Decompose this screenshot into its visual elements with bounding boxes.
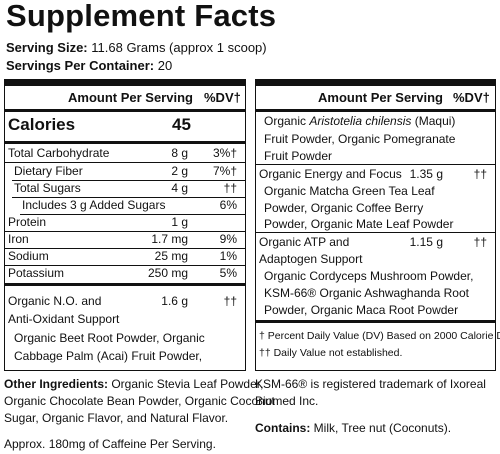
- left-bottom-border: [4, 370, 246, 371]
- nutrient-dv: 6%: [219, 198, 237, 212]
- contains-line: Contains: Milk, Tree nut (Coconuts).: [255, 421, 451, 435]
- servings-label: Servings Per Container:: [6, 58, 155, 73]
- no-blend-ingredients-2: Cabbage Palm (Acai) Fruit Powder,: [14, 349, 203, 363]
- nutrient-name: Dietary Fiber: [14, 164, 83, 178]
- footnote-dv: † Percent Daily Value (DV) Based on 2000…: [259, 330, 500, 342]
- no-blend-name-1: Organic N.O. and: [8, 294, 102, 308]
- nutrient-amount: 250 mg: [147, 266, 188, 280]
- maqui-line-3: Fruit Powder: [264, 149, 333, 163]
- nutrient-name: Iron: [8, 232, 29, 246]
- servings-per-container-line: Servings Per Container: 20: [6, 58, 172, 73]
- nutrient-amount: 8 g: [171, 146, 188, 160]
- nutrient-row-rule: [4, 265, 245, 266]
- right-footnote-rule: [255, 320, 495, 323]
- nutrient-row-rule: [12, 197, 245, 198]
- caffeine-note: Approx. 180mg of Caffeine Per Serving.: [4, 437, 216, 451]
- calories-rule: [4, 141, 245, 144]
- right-amount-header: Amount Per Serving: [318, 90, 443, 105]
- atp-blend-amount: 1.15 g: [409, 235, 443, 249]
- servings-value: 20: [157, 58, 173, 73]
- calories-value: 45: [172, 115, 191, 134]
- right-header-rule: [255, 109, 495, 112]
- energy-ingredients-3: Powder, Organic Mate Leaf Powder: [264, 217, 454, 231]
- nutrient-name: Protein: [8, 215, 47, 229]
- nutrient-amount: 1.7 mg: [151, 232, 188, 246]
- right-border-left: [255, 79, 256, 371]
- nutrient-dv: 9%: [219, 232, 237, 246]
- nutrient-dv: ††: [223, 181, 237, 195]
- energy-blend-name: Organic Energy and Focus: [259, 167, 402, 181]
- nutrient-dv: 1%: [219, 249, 237, 263]
- maqui-line-1: Organic Aristotelia chilensis (Maqui): [264, 114, 455, 128]
- other-ingredients-text-1: Organic Stevia Leaf Powder,: [108, 377, 264, 391]
- maqui-post: (Maqui): [411, 114, 456, 128]
- footnote-not-established: †† Daily Value not established.: [259, 347, 403, 359]
- nutrient-dv: 7%†: [212, 164, 237, 178]
- nutrient-row-rule: [4, 162, 245, 163]
- top-rule-left: [4, 79, 245, 86]
- top-rule-right: [255, 79, 496, 86]
- energy-ingredients-1: Organic Matcha Green Tea Leaf: [264, 184, 435, 198]
- atp-ingredients-2: KSM-66® Organic Ashwaghanda Root: [264, 286, 469, 300]
- left-dv-header: %DV†: [204, 90, 241, 105]
- nutrient-name: Total Carbohydrate: [8, 146, 110, 160]
- other-ingredients-line-3: Sugar, Organic Flavor, and Natural Flavo…: [4, 411, 229, 425]
- no-blend-dv: ††: [223, 294, 237, 308]
- right-border-right: [495, 79, 496, 371]
- serving-size-line: Serving Size: 11.68 Grams (approx 1 scoo…: [6, 40, 267, 55]
- trademark-line-1: KSM-66® is registered trademark of Ixore…: [255, 377, 486, 391]
- energy-blend-dv: ††: [473, 167, 487, 181]
- nutrient-name: Sodium: [8, 249, 49, 263]
- right-rule-2: [255, 232, 495, 233]
- right-bottom-border: [255, 370, 496, 371]
- nutrient-row-rule: [4, 231, 245, 232]
- atp-ingredients-3: Powder, Organic Maca Root Powder: [264, 303, 459, 317]
- nutrient-name: Potassium: [8, 266, 65, 280]
- nutrient-name: Total Sugars: [14, 181, 81, 195]
- serving-size-value: 11.68 Grams (approx 1 scoop): [91, 40, 267, 55]
- calories-label: Calories: [8, 115, 76, 134]
- contains-label: Contains:: [255, 421, 311, 435]
- nutrient-amount: 2 g: [171, 164, 188, 178]
- nutrient-amount: 1 g: [171, 215, 188, 229]
- trademark-line-2: Biomed Inc.: [255, 394, 319, 408]
- maqui-pre: Organic: [264, 114, 310, 128]
- no-blend-name-2: Anti-Oxidant Support: [8, 312, 120, 326]
- right-dv-header: %DV†: [453, 90, 490, 105]
- other-ingredients-label: Other Ingredients:: [4, 377, 109, 391]
- maqui-latin: Aristotelia chilensis: [309, 114, 412, 128]
- no-blend-ingredients-1: Organic Beet Root Powder, Organic: [14, 331, 205, 345]
- nutrient-dv: 5%: [219, 266, 237, 280]
- left-border-left: [4, 79, 5, 371]
- left-border-right: [245, 79, 246, 371]
- other-ingredients-line-1: Other Ingredients: Organic Stevia Leaf P…: [4, 377, 263, 391]
- left-amount-header: Amount Per Serving: [68, 90, 193, 105]
- atp-blend-name-2: Adaptogen Support: [259, 252, 363, 266]
- serving-size-label: Serving Size:: [6, 40, 88, 55]
- right-rule-1: [255, 164, 495, 165]
- panel-title: Supplement Facts: [6, 0, 277, 33]
- left-blend-rule: [4, 283, 245, 286]
- atp-blend-name-1: Organic ATP and: [259, 235, 350, 249]
- nutrient-name: Includes 3 g Added Sugars: [22, 198, 166, 212]
- nutrient-amount: 4 g: [171, 181, 188, 195]
- no-blend-amount: 1.6 g: [161, 294, 188, 308]
- energy-ingredients-2: Powder, Organic Coffee Berry: [264, 201, 424, 215]
- nutrient-row-rule: [20, 214, 245, 215]
- atp-blend-dv: ††: [473, 235, 487, 249]
- nutrient-dv: 3%†: [212, 146, 237, 160]
- nutrient-row-rule: [4, 248, 245, 249]
- energy-blend-amount: 1.35 g: [409, 167, 443, 181]
- nutrient-amount: 25 mg: [154, 249, 188, 263]
- nutrient-row-rule: [12, 180, 245, 181]
- left-header-rule: [4, 109, 245, 112]
- contains-value: Milk, Tree nut (Coconuts).: [310, 421, 452, 435]
- maqui-line-2: Fruit Powder, Organic Pomegranate: [264, 132, 456, 146]
- atp-ingredients-1: Organic Cordyceps Mushroom Powder,: [264, 269, 474, 283]
- other-ingredients-line-2: Organic Chocolate Bean Powder, Organic C…: [4, 394, 275, 408]
